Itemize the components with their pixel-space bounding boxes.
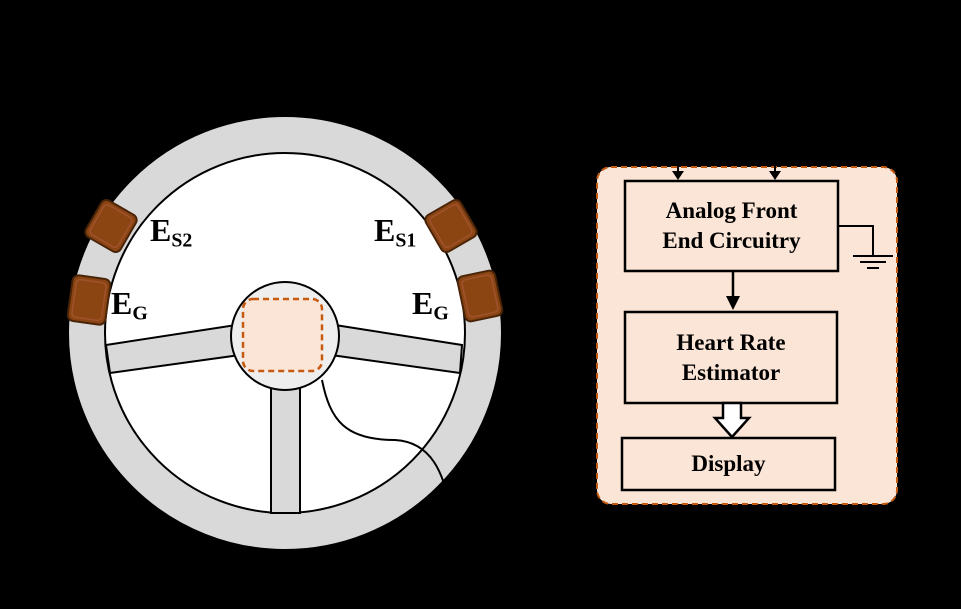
hub-processing-area [241,297,324,373]
block-afe-line1: Analog Front [665,198,798,223]
caption-line1: Signal Processing [424,533,596,558]
label-eg-right-sub: G [433,302,449,325]
label-vs2-sub: S2 [770,107,788,125]
signals-e2-sub: S2 [794,70,810,87]
signals-and: and [731,59,780,84]
electrode-eg-left-bevel [71,278,107,322]
steering-wheel [66,115,504,551]
caption-signal-processing: Signal Processing Blocks [380,528,640,594]
label-es1-main: E [374,212,396,248]
signals-e1-sub: S1 [715,70,731,87]
signal-cable [321,379,453,521]
label-vs1: VS1 [656,95,692,125]
label-eg-left-main: E [111,285,133,321]
label-es2: ES2 [150,214,192,251]
electrode-eg-left [66,274,112,326]
electrode-eg-right [456,269,504,323]
label-vs2: VS2 [752,95,788,125]
signals-suffix: ) [810,59,818,84]
signals-e1-main: E [700,59,716,84]
label-es2-main: E [150,212,172,248]
electrode-es1-bevel [429,203,473,249]
label-eg-left-sub: G [132,302,148,325]
label-eg-left: EG [111,287,148,324]
processing-panel [596,148,898,505]
label-es2-sub: S2 [171,229,193,252]
block-hre-line1: Heart Rate [676,329,786,355]
input-arrow-vs2 [769,171,781,180]
label-es1-sub: S1 [395,229,417,252]
signals-e2-main: E [779,59,795,84]
block-hre-label: Heart Rate Estimator [625,312,837,403]
arrow-afe-hre-head [726,296,740,310]
signals-source-label: (Signals from ES1 and ES2) [563,60,818,86]
block-hre-line2: Estimator [681,359,781,385]
block-afe-label: Analog Front End Circuitry [625,181,838,271]
block-afe-box [623,179,840,273]
block-display-box [620,436,837,492]
wheel-spoke-bottom [270,382,301,514]
label-vs1-main: V [656,93,675,122]
ground-wire [838,225,874,256]
signals-prefix: (Signals from [563,59,701,84]
block-display-line1: Display [691,451,766,476]
block-afe-line2: End Circuitry [662,228,801,253]
caption-line2: Blocks [477,563,543,588]
input-arrow-vs1 [672,171,684,180]
label-es1: ES1 [374,214,416,251]
label-vs1-sub: S1 [674,107,692,125]
label-vs2-main: V [752,93,771,122]
label-eg-right: EG [412,287,449,324]
arrow-hre-display [712,401,752,439]
electrode-eg-right-bevel [461,274,499,318]
block-hre-box [623,310,839,405]
label-eg-right-main: E [412,285,434,321]
electrode-es2-bevel [89,203,133,249]
block-display-label: Display [622,438,835,490]
